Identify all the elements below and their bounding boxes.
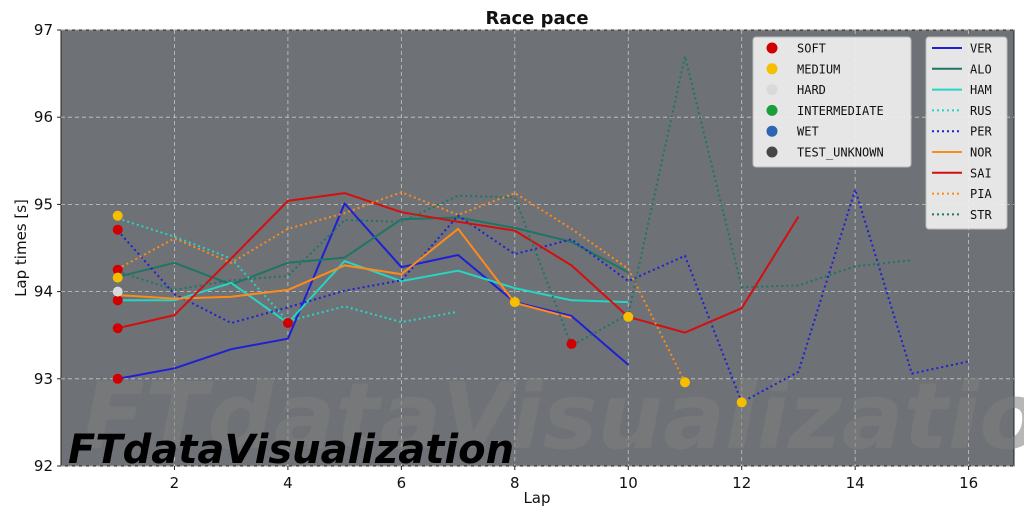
legend-label-sai: SAI [970,166,992,180]
legend-label-test_unknown: TEST_UNKNOWN [797,146,884,160]
legend-label-ham: HAM [970,83,992,97]
marker-medium [509,297,520,308]
marker-soft [112,323,123,334]
marker-medium [679,377,690,388]
marker-medium [112,272,123,283]
x-tick-label: 6 [397,474,407,492]
marker-medium [623,311,634,322]
legend-marker-intermediate [766,104,778,116]
legend-marker-wet [766,125,778,137]
marker-soft [112,264,123,275]
legend-marker-test_unknown [766,146,778,158]
series-line-nor [117,227,572,319]
marker-soft [112,295,123,306]
legend-marker-soft [766,42,778,54]
marker-medium [112,210,123,221]
series-line-sai [117,192,800,334]
x-tick-label: 10 [619,474,638,492]
watermark-large: FTdataVisualization [82,363,1024,470]
x-tick-label: 14 [846,474,865,492]
marker-soft [282,317,293,328]
series-lines [116,55,969,404]
y-tick-label: 96 [34,108,53,126]
legend-label-rus: RUS [970,104,992,118]
x-tick-label: 16 [959,474,978,492]
y-tick-label: 93 [34,370,53,388]
legend-label-str: STR [970,208,992,222]
marker-soft [566,338,577,349]
legend-label-nor: NOR [970,146,992,160]
marker-hard [112,286,123,297]
legend-label-ver: VER [970,42,992,56]
legend-label-pia: PIA [970,187,992,201]
x-tick-label: 12 [732,474,751,492]
legend-marker-hard [766,84,778,96]
y-tick-label: 94 [34,283,53,301]
legend-label-soft: SOFT [797,42,826,56]
legend-marker-medium [766,63,778,75]
legend-label-per: PER [970,125,992,139]
driver-legend: VER ALO HAM RUS PER NOR SAI PIA STR [925,36,1008,230]
compound-legend-box [752,36,912,168]
legend-label-wet: WET [797,125,819,139]
marker-medium [736,397,747,408]
series-line-ham [117,260,629,324]
legend-label-alo: ALO [970,62,992,76]
y-axis-ticks: 92 93 94 95 96 97 [34,21,61,475]
series-line-alo [117,216,629,286]
watermark-logo: FTdataVisualization [68,427,514,473]
y-axis-label: Lap times [s] [12,199,30,297]
marker-soft [112,373,123,384]
legend-label-medium: MEDIUM [797,62,840,76]
chart-title: Race pace [485,8,588,29]
series-line-str [117,55,913,347]
series-line-pia [117,191,686,383]
x-tick-label: 4 [283,474,293,492]
x-axis-ticks: 2 4 6 8 10 12 14 16 [170,466,978,492]
x-tick-label: 8 [510,474,520,492]
driver-legend-box [925,36,1008,230]
marker-soft [112,224,123,235]
compound-legend: SOFT MEDIUM HARD INTERMEDIATE WET TEST_UNKNOW… [752,36,912,168]
compound-markers [112,210,747,408]
legend-label-intermediate: INTERMEDIATE [797,104,884,118]
y-tick-label: 97 [34,21,53,39]
x-axis-label: Lap [523,489,550,507]
y-tick-label: 92 [34,457,53,475]
x-tick-label: 2 [170,474,180,492]
series-line-ver [117,202,629,380]
y-tick-label: 95 [34,195,53,213]
legend-label-hard: HARD [797,83,826,97]
